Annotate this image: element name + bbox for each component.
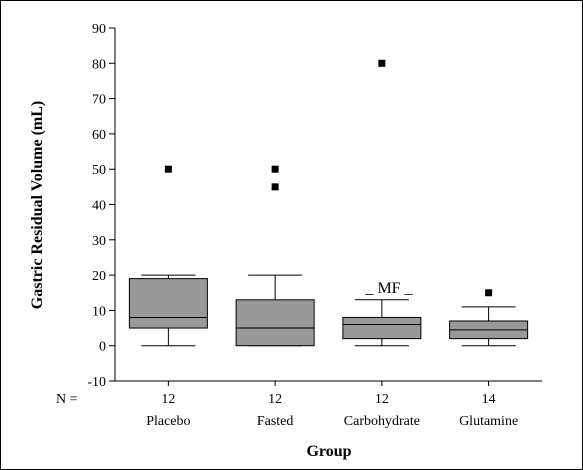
box-iqr (235, 299, 315, 347)
y-tick-label: 0 (99, 340, 106, 355)
category-label: Fasted (257, 414, 294, 429)
n-value: 12 (161, 392, 175, 407)
outlier-point (378, 59, 386, 67)
y-tick-label: -10 (87, 375, 106, 390)
y-tick-label: 60 (92, 128, 106, 143)
y-tick-label: 10 (92, 304, 106, 319)
n-value: 14 (482, 392, 496, 407)
box-iqr (128, 278, 208, 329)
y-tick-label: 70 (92, 93, 106, 108)
y-tick-label: 30 (92, 234, 106, 249)
outlier-point (271, 165, 279, 173)
category-label: Placebo (146, 414, 190, 429)
y-axis-title: Gastric Residual Volume (mL) (29, 101, 46, 309)
box-group-placebo (128, 165, 208, 347)
box-group-fasted (235, 165, 315, 347)
y-tick-label: 80 (92, 57, 106, 72)
outlier-point (164, 165, 172, 173)
y-tick-label: 20 (92, 269, 106, 284)
box-group-glutamine (449, 289, 529, 347)
box-iqr (342, 316, 422, 340)
category-label: Glutamine (459, 414, 518, 429)
outlier-point (485, 289, 493, 297)
category-label: Carbohydrate (344, 414, 420, 429)
box-series (128, 59, 529, 347)
box-group-carbohydrate (342, 59, 422, 347)
y-tick-label: 50 (92, 163, 106, 178)
y-tick-label: 90 (92, 22, 106, 37)
n-label: N = (56, 392, 78, 407)
n-value: 12 (375, 392, 389, 407)
mf-annotation: _ MF _ (364, 280, 413, 297)
n-value: 12 (268, 392, 282, 407)
category-labels: 12 Placebo 12 Fasted 12 Carbohydrate 14 Glutami… (146, 381, 518, 429)
outlier-point (271, 183, 279, 191)
x-axis-title: Group (306, 443, 351, 460)
y-tick-label: 40 (92, 199, 106, 214)
y-axis-ticks: -10 0 10 20 30 40 50 60 70 80 90 (87, 22, 115, 390)
